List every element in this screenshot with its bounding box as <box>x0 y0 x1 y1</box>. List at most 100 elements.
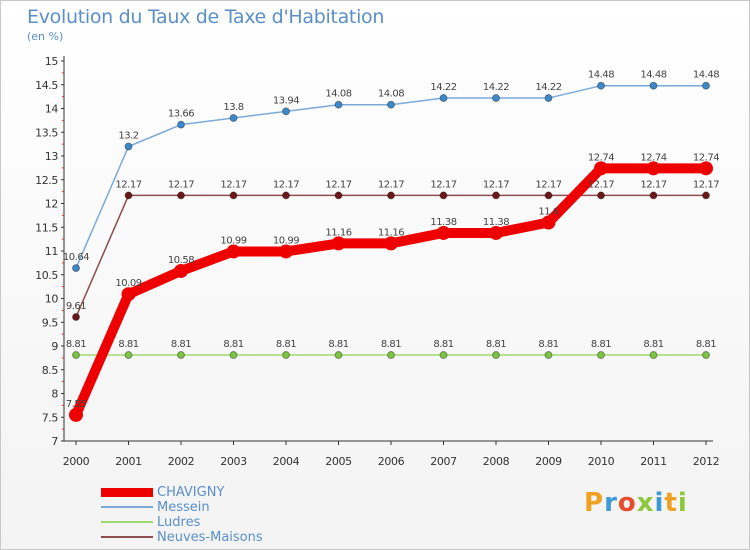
data-label-neuves-maisons: 12.17 <box>325 179 351 190</box>
data-point-neuves-maisons <box>439 191 448 200</box>
data-label-chavigny: 10.99 <box>273 235 299 246</box>
legend-swatch <box>101 521 153 523</box>
data-label-ludres: 8.81 <box>696 339 716 350</box>
data-label-chavigny: 11.38 <box>430 217 456 228</box>
legend-label: Ludres <box>157 515 201 530</box>
data-label-chavigny: 12.74 <box>640 152 666 163</box>
data-label-chavigny: 11.38 <box>483 217 509 228</box>
data-point-neuves-maisons <box>387 191 395 200</box>
legend-label: Messein <box>157 500 210 515</box>
x-tick-label: 2001 <box>115 455 141 468</box>
y-tick-label: 14 <box>45 103 59 116</box>
y-tick-label: 13.5 <box>35 126 58 139</box>
data-label-neuves-maisons: 12.17 <box>535 179 561 190</box>
data-label-neuves-maisons: 12.17 <box>115 179 141 190</box>
chart-series <box>69 81 713 422</box>
data-point-chavigny <box>541 215 556 230</box>
data-point-ludres <box>282 351 290 360</box>
data-label-messein: 10.64 <box>63 252 89 263</box>
data-label-neuves-maisons: 12.17 <box>693 179 719 190</box>
data-label-neuves-maisons: 12.17 <box>588 179 614 190</box>
data-label-ludres: 8.81 <box>433 339 453 350</box>
data-label-neuves-maisons: 12.17 <box>483 179 509 190</box>
data-point-chavigny <box>226 244 241 259</box>
data-label-messein: 14.08 <box>378 89 404 100</box>
x-tick-label: 2002 <box>168 455 194 468</box>
data-point-ludres <box>492 351 500 360</box>
logo-letter: P <box>584 488 605 518</box>
data-label-chavigny: 10.09 <box>115 278 141 289</box>
data-point-messein <box>229 114 238 122</box>
y-tick-label: 11 <box>45 245 58 258</box>
data-point-neuves-maisons <box>124 191 133 200</box>
y-tick-label: 12.5 <box>35 174 58 187</box>
data-point-neuves-maisons <box>282 191 290 200</box>
data-label-messein: 14.48 <box>693 70 719 81</box>
data-label-messein: 14.22 <box>483 82 509 93</box>
data-point-neuves-maisons <box>334 191 343 200</box>
logo-letter: r <box>604 488 618 518</box>
logo-letter: t <box>664 488 678 518</box>
data-label-chavigny: 12.74 <box>588 152 614 163</box>
y-tick-label: 9 <box>51 340 58 353</box>
data-label-messein: 13.8 <box>223 102 243 113</box>
data-label-messein: 14.22 <box>430 82 456 93</box>
data-label-neuves-maisons: 12.17 <box>378 179 404 190</box>
chart-data-labels: 7.55 10.09 10.58 10.99 10.99 11.16 11.16 11.38 1… <box>63 70 720 410</box>
chart-title: Evolution du Taux de Taxe d'Habitation <box>27 6 385 28</box>
x-tick-label: 2007 <box>430 455 457 468</box>
y-tick-label: 15 <box>45 55 59 68</box>
logo-letter: i <box>654 488 665 518</box>
legend-label: Neuves-Maisons <box>157 530 263 545</box>
data-label-chavigny: 10.99 <box>220 235 246 246</box>
data-label-chavigny: 11.16 <box>325 227 351 238</box>
data-label-ludres: 8.81 <box>223 339 243 350</box>
data-label-chavigny: 10.58 <box>168 255 194 266</box>
data-point-chavigny <box>646 161 661 176</box>
data-point-chavigny <box>384 236 398 251</box>
legend-swatch <box>101 506 153 508</box>
data-label-ludres: 8.81 <box>118 339 138 350</box>
y-tick-label: 10 <box>45 293 59 306</box>
data-point-messein <box>387 100 395 109</box>
data-point-chavigny <box>331 236 346 251</box>
data-point-ludres <box>334 351 343 360</box>
y-tick-label: 7.5 <box>42 411 59 424</box>
y-tick-label: 8 <box>51 388 58 401</box>
x-tick-label: 2011 <box>640 455 666 468</box>
data-point-messein <box>282 107 290 116</box>
data-point-messein <box>72 264 80 273</box>
data-label-neuves-maisons: 12.17 <box>430 179 456 190</box>
y-tick-label: 7 <box>51 435 58 448</box>
x-tick-label: 2000 <box>63 455 90 468</box>
data-point-messein <box>702 81 710 90</box>
data-label-ludres: 8.81 <box>171 339 191 350</box>
data-point-chavigny <box>121 287 136 302</box>
data-label-messein: 13.66 <box>168 109 194 120</box>
data-label-neuves-maisons: 12.17 <box>640 179 666 190</box>
x-tick-label: 2008 <box>483 455 510 468</box>
chart-axes: 7 7.5 8 8.5 9 9.5 10 10.5 11 11.5 12 12.5 13 13.5 14 14… <box>35 55 720 468</box>
data-label-ludres: 8.81 <box>66 339 86 350</box>
data-label-chavigny: 12.74 <box>693 152 719 163</box>
data-point-messein <box>492 94 500 103</box>
data-point-ludres <box>649 351 658 360</box>
legend-swatch <box>101 536 153 538</box>
chart-subtitle: (en %) <box>27 30 64 43</box>
data-point-messein <box>177 120 185 129</box>
data-point-chavigny <box>279 244 293 259</box>
data-point-messein <box>439 94 448 103</box>
data-point-ludres <box>387 351 395 360</box>
data-label-neuves-maisons: 12.17 <box>168 179 194 190</box>
x-tick-label: 2004 <box>273 455 300 468</box>
data-point-neuves-maisons <box>702 191 710 200</box>
data-label-ludres: 8.81 <box>538 339 558 350</box>
data-label-chavigny: 11.6 <box>538 207 558 218</box>
data-point-messein <box>544 94 553 103</box>
data-point-chavigny <box>594 161 608 176</box>
data-point-ludres <box>544 351 553 360</box>
data-point-messein <box>124 142 133 151</box>
x-tick-label: 2005 <box>325 455 352 468</box>
